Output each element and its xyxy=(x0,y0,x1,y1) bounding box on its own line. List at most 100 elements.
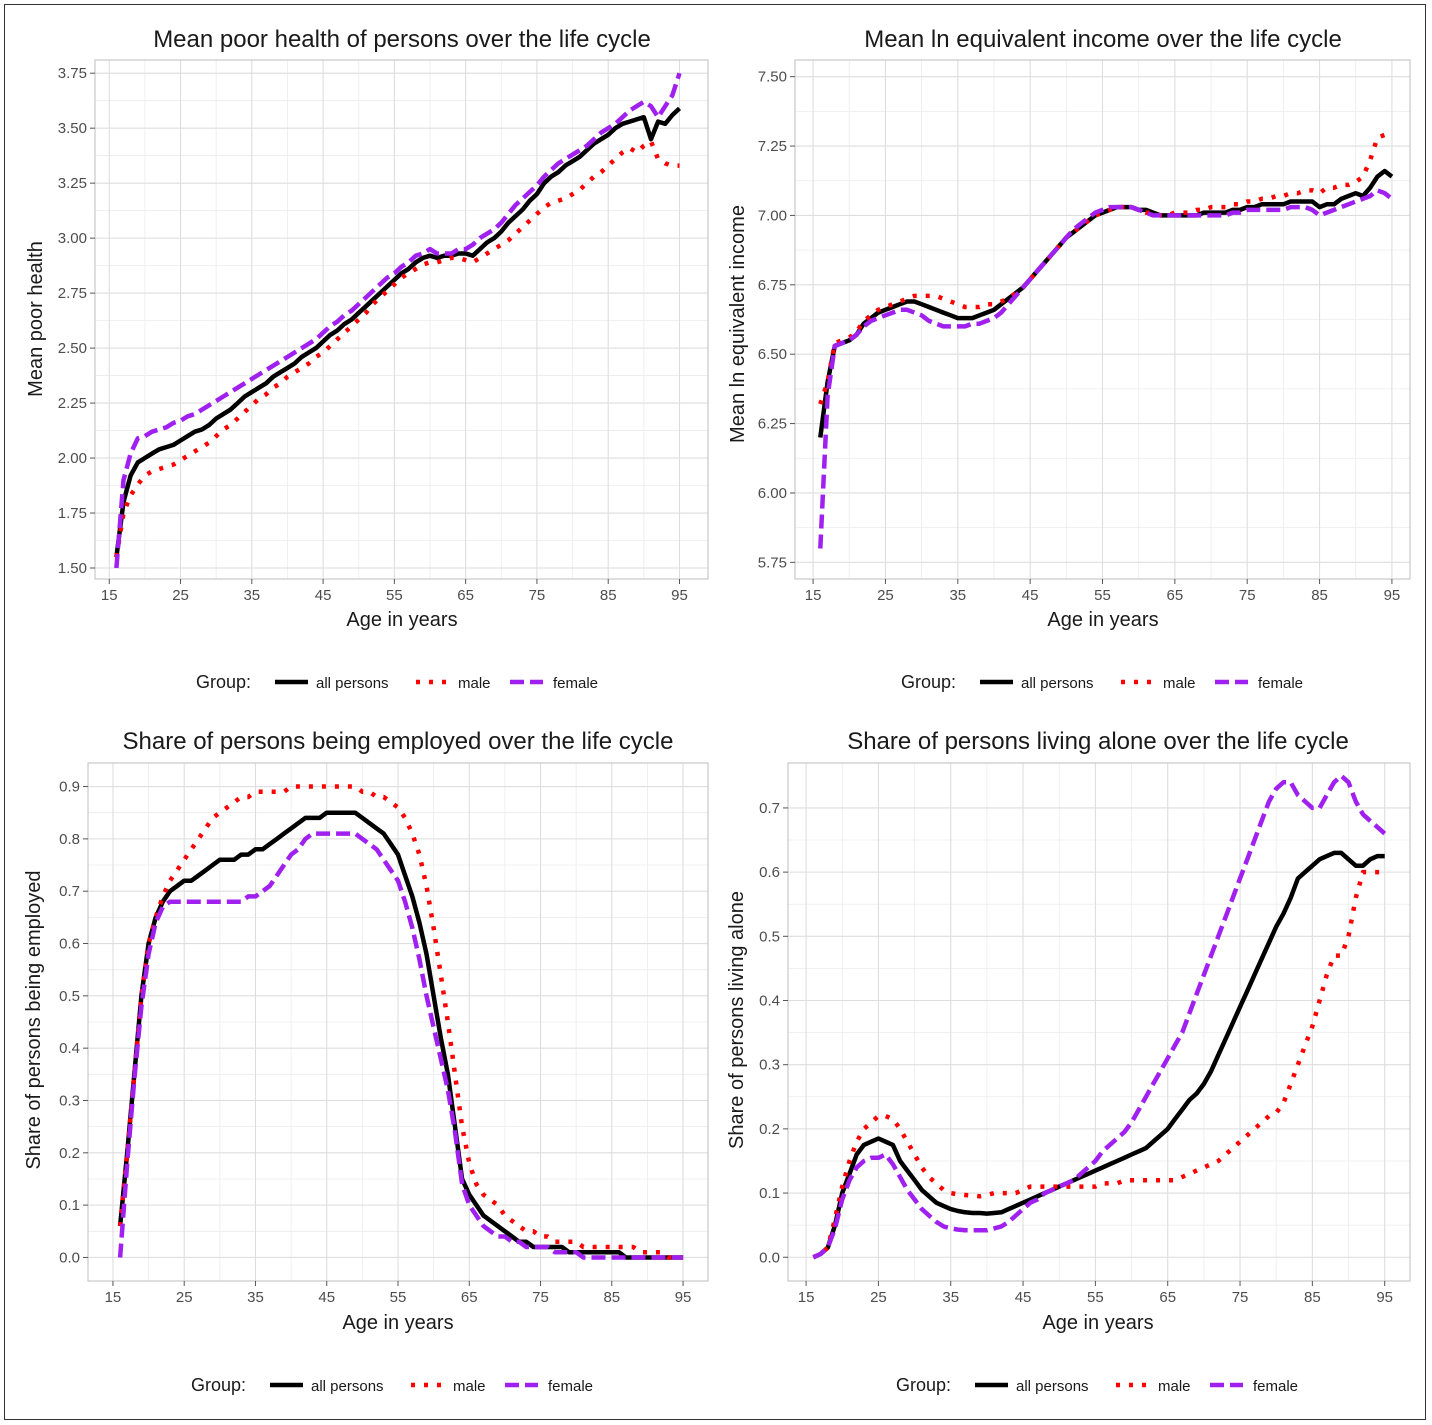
x-tick-label: 65 xyxy=(461,1289,478,1306)
grid-minor xyxy=(95,60,708,579)
series-line-female xyxy=(117,831,684,1260)
y-tick-label: 0.9 xyxy=(59,779,80,796)
x-tick-label: 15 xyxy=(101,587,118,604)
figure-frame xyxy=(4,4,1426,1420)
series-line-all-persons xyxy=(818,168,1394,438)
x-tick-label: 15 xyxy=(105,1289,122,1306)
y-tick-label: 2.00 xyxy=(58,450,87,467)
series-group xyxy=(117,784,684,1260)
panel-equivalent-income: Mean ln equivalent income over the life … xyxy=(727,26,1411,692)
y-tick-label: 7.25 xyxy=(758,138,787,155)
y-tick-label: 5.75 xyxy=(758,554,787,571)
legend-label-all-persons: all persons xyxy=(311,1378,384,1395)
legend-label-female: female xyxy=(553,675,598,692)
y-tick-label: 0.5 xyxy=(59,988,80,1005)
legend-title: Group: xyxy=(191,1375,246,1395)
legend-label-all-persons: all persons xyxy=(1021,675,1094,692)
grid-major xyxy=(788,763,1410,1281)
panel-title: Share of persons being employed over the… xyxy=(123,728,674,755)
legend: Group: all persons male female xyxy=(191,1375,593,1395)
panel-title: Mean poor health of persons over the lif… xyxy=(153,26,651,53)
x-tick-label: 85 xyxy=(600,587,617,604)
legend-label-all-persons: all persons xyxy=(1016,1378,1089,1395)
plot-area: 15 25 35 45 55 65 75 85 950.00.10.20.30.40.50.60… xyxy=(59,762,709,1306)
x-tick-label: 55 xyxy=(386,587,403,604)
series-line-male xyxy=(114,139,680,558)
legend-label-female: female xyxy=(548,1378,593,1395)
series-line-female xyxy=(818,188,1394,549)
x-tick-label: 25 xyxy=(172,587,189,604)
x-axis-title: Age in years xyxy=(342,1312,453,1334)
y-axis: 1.50 1.75 2.00 2.25 2.50 2.75 3.00 3.25 3.50 3.75 xyxy=(58,65,95,577)
y-tick-label: 0.3 xyxy=(759,1057,780,1074)
y-tick-label: 2.75 xyxy=(58,285,87,302)
panel-title: Mean ln equivalent income over the life … xyxy=(864,26,1342,53)
y-axis: 5.75 6.00 6.25 6.50 6.75 7.00 7.25 7.50 xyxy=(758,69,795,571)
x-tick-label: 65 xyxy=(1159,1289,1176,1306)
legend: Group: all persons male female xyxy=(196,672,598,692)
x-tick-label: 75 xyxy=(1232,1289,1249,1306)
x-tick-label: 85 xyxy=(1311,587,1328,604)
panel-employment: Share of persons being employed over the… xyxy=(23,728,709,1395)
y-tick-label: 0.3 xyxy=(59,1092,80,1109)
x-tick-label: 85 xyxy=(1304,1289,1321,1306)
x-axis: 15 25 35 45 55 65 75 85 95 xyxy=(105,1281,691,1306)
y-tick-label: 6.75 xyxy=(758,277,787,294)
panel-border xyxy=(787,762,1411,1282)
y-tick-label: 0.6 xyxy=(59,936,80,953)
y-tick-label: 0.1 xyxy=(59,1197,80,1214)
legend-label-female: female xyxy=(1253,1378,1298,1395)
y-tick-label: 2.50 xyxy=(58,340,87,357)
plot-area: 15 25 35 45 55 65 75 85 95 5.75 6.00 6.25 6.50 6.75 7.… xyxy=(758,59,1411,604)
y-tick-label: 0.2 xyxy=(759,1121,780,1138)
legend-label-male: male xyxy=(453,1378,486,1395)
y-tick-label: 0.6 xyxy=(759,864,780,881)
legend-label-male: male xyxy=(458,675,491,692)
series-line-all-persons xyxy=(117,810,684,1260)
x-axis-title: Age in years xyxy=(1047,609,1158,631)
x-tick-label: 55 xyxy=(1094,587,1111,604)
y-tick-label: 3.75 xyxy=(58,65,87,82)
panel-poor-health: Mean poor health of persons over the lif… xyxy=(25,26,709,692)
y-tick-label: 3.25 xyxy=(58,175,87,192)
x-tick-label: 65 xyxy=(457,587,474,604)
legend-title: Group: xyxy=(901,672,956,692)
x-tick-label: 95 xyxy=(671,587,688,604)
y-axis-title: Share of persons being employed xyxy=(23,870,45,1169)
series-line-female xyxy=(812,773,1387,1260)
y-axis-title: Mean poor health xyxy=(25,241,47,397)
series-line-male xyxy=(818,132,1393,405)
x-tick-label: 75 xyxy=(529,587,546,604)
panel-living-alone: Share of persons living alone over the l… xyxy=(726,728,1411,1395)
grid-minor xyxy=(788,763,1410,1281)
x-tick-label: 75 xyxy=(1239,587,1256,604)
grid-major xyxy=(95,60,708,579)
y-tick-label: 0.1 xyxy=(759,1185,780,1202)
x-tick-label: 15 xyxy=(805,587,822,604)
x-tick-label: 95 xyxy=(1384,587,1401,604)
x-tick-label: 25 xyxy=(870,1289,887,1306)
x-tick-label: 15 xyxy=(798,1289,815,1306)
y-axis-title: Mean ln equivalent income xyxy=(727,205,749,443)
x-tick-label: 75 xyxy=(532,1289,549,1306)
y-tick-label: 3.00 xyxy=(58,230,87,247)
x-tick-label: 35 xyxy=(243,587,260,604)
x-tick-label: 45 xyxy=(1022,587,1039,604)
series-line-male xyxy=(812,869,1385,1260)
x-tick-label: 25 xyxy=(176,1289,193,1306)
y-tick-label: 6.50 xyxy=(758,346,787,363)
y-tick-label: 6.00 xyxy=(758,485,787,502)
legend-label-male: male xyxy=(1158,1378,1191,1395)
y-tick-label: 0.7 xyxy=(759,800,780,817)
y-tick-label: 0.8 xyxy=(59,831,80,848)
x-tick-label: 35 xyxy=(949,587,966,604)
x-tick-label: 35 xyxy=(247,1289,264,1306)
legend-label-male: male xyxy=(1163,675,1196,692)
x-tick-label: 55 xyxy=(390,1289,407,1306)
y-axis-title: Share of persons living alone xyxy=(726,891,748,1149)
y-tick-label: 0.4 xyxy=(759,992,780,1009)
y-tick-label: 0.0 xyxy=(759,1249,780,1266)
panel-title: Share of persons living alone over the l… xyxy=(847,728,1349,755)
y-axis: 0.0 0.1 0.2 0.3 0.4 0.5 0.6 0.7 xyxy=(759,800,788,1266)
x-tick-label: 55 xyxy=(1087,1289,1104,1306)
